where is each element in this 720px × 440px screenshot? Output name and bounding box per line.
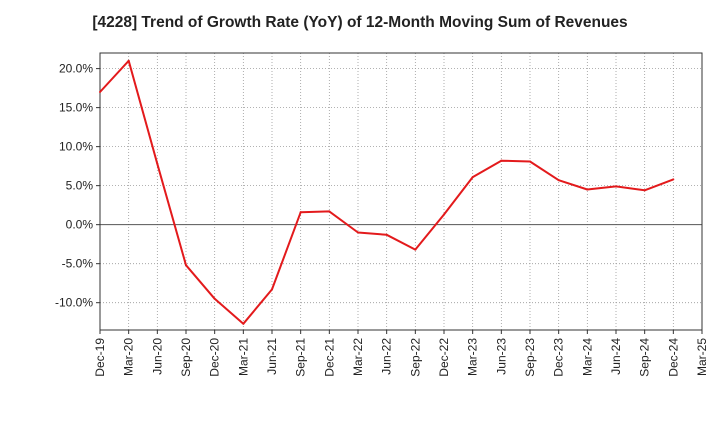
- x-tick-label: Mar-24: [580, 338, 594, 376]
- x-tick-label: Sep-23: [523, 338, 537, 377]
- x-tick-label: Sep-22: [408, 338, 422, 377]
- data-point: [127, 59, 130, 62]
- data-point: [328, 210, 331, 213]
- x-tick-label: Mar-21: [236, 338, 250, 376]
- x-tick-label: Dec-21: [322, 338, 336, 377]
- data-point: [557, 179, 560, 182]
- y-tick-label: 15.0%: [59, 101, 93, 115]
- x-tick-label: Dec-22: [437, 338, 451, 377]
- x-tick-label: Mar-25: [695, 338, 709, 376]
- y-tick-label: 5.0%: [66, 179, 94, 193]
- data-point: [213, 297, 216, 300]
- data-point: [529, 160, 531, 163]
- data-point: [299, 211, 302, 214]
- x-tick-label: Jun-21: [265, 338, 279, 375]
- series-layer: [99, 59, 675, 325]
- x-axis: Dec-19 Mar-20 Jun-20 Sep-20 Dec-20 Mar-21 Jun-…: [93, 330, 709, 377]
- data-point: [500, 159, 503, 162]
- data-point: [185, 264, 187, 267]
- x-tick-label: Mar-20: [122, 338, 136, 376]
- x-tick-label: Jun-20: [150, 338, 164, 375]
- data-point: [385, 233, 388, 236]
- data-point: [357, 231, 359, 234]
- x-tick-label: Dec-23: [552, 338, 566, 377]
- x-tick-label: Mar-22: [351, 338, 365, 376]
- data-point: [643, 189, 646, 192]
- grid-lines: [100, 53, 702, 330]
- x-tick-label: Sep-21: [294, 338, 308, 377]
- x-tick-label: Jun-24: [609, 338, 623, 375]
- data-point: [443, 213, 445, 216]
- data-point: [156, 162, 159, 165]
- data-point: [242, 322, 245, 325]
- y-tick-label: 20.0%: [59, 62, 93, 76]
- data-point: [271, 288, 273, 291]
- x-tick-label: Jun-23: [494, 338, 508, 375]
- data-point: [99, 91, 101, 94]
- y-tick-label: -10.0%: [55, 296, 93, 310]
- data-point: [672, 178, 675, 181]
- x-tick-label: Dec-20: [208, 338, 222, 377]
- x-tick-label: Mar-23: [466, 338, 480, 376]
- y-tick-label: 10.0%: [59, 140, 93, 154]
- chart-title: [4228] Trend of Growth Rate (YoY) of 12-…: [92, 14, 628, 31]
- y-axis: -10.0% -5.0% 0.0% 5.0% 10.0% 15.0% 20.0%: [55, 62, 100, 310]
- x-tick-label: Dec-19: [93, 338, 107, 377]
- plot-area-frame: [99, 52, 703, 331]
- y-tick-label: -5.0%: [62, 257, 94, 271]
- x-tick-label: Jun-22: [380, 338, 394, 375]
- data-point: [615, 185, 617, 188]
- x-tick-label: Dec-24: [666, 338, 680, 377]
- y-tick-label: 0.0%: [66, 218, 94, 232]
- data-point: [586, 188, 589, 191]
- x-tick-label: Sep-24: [638, 338, 652, 377]
- data-point: [471, 176, 474, 179]
- x-tick-label: Sep-20: [179, 338, 193, 377]
- data-point: [414, 248, 417, 251]
